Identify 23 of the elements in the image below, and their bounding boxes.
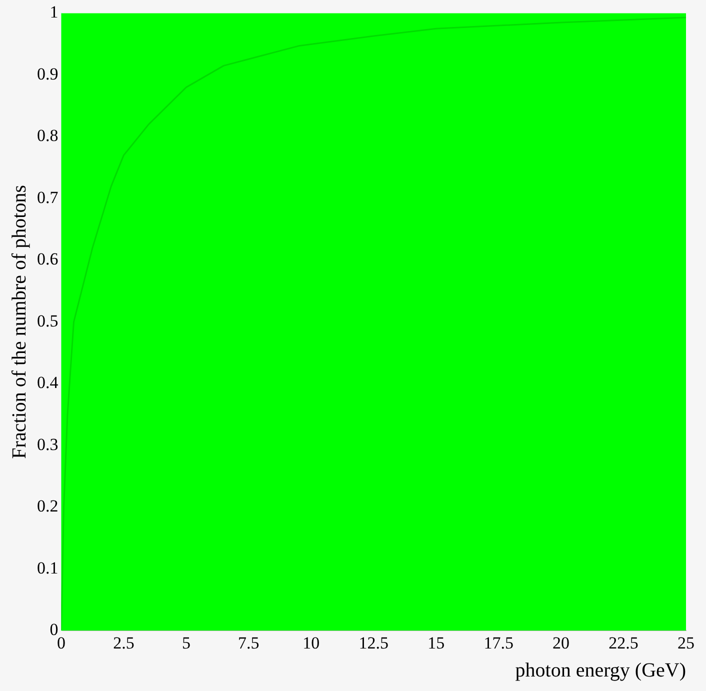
- x-tick-label: 22.5: [608, 633, 638, 652]
- y-tick-label: 0: [50, 620, 58, 640]
- x-tick-label: 20: [552, 633, 570, 652]
- x-tick-label: 5: [182, 633, 190, 652]
- y-tick-label: 0.7: [37, 188, 59, 207]
- x-tick-label: 10: [302, 633, 320, 652]
- y-tick-label: 0.3: [37, 434, 58, 454]
- x-tick-label: 12.5: [358, 633, 388, 652]
- y-tick-label: 1: [50, 2, 58, 22]
- x-tick-label: 15: [428, 633, 445, 652]
- x-axis-title: photon energy (GeV): [515, 659, 686, 682]
- y-tick-label: 0.2: [37, 496, 58, 516]
- x-tick-label: 17.5: [484, 633, 514, 652]
- y-tick-label: 0.5: [37, 311, 58, 330]
- x-tick-label: 25: [678, 633, 694, 652]
- y-tick-label: 0.1: [37, 558, 58, 578]
- y-tick-label: 0.4: [37, 373, 59, 392]
- y-tick-label: 0.8: [37, 126, 58, 146]
- y-axis-title: Fraction of the numbre of photons: [8, 184, 30, 459]
- x-tick-label: 2.5: [113, 633, 134, 652]
- y-tick-label: 0.6: [37, 250, 58, 269]
- y-tick-label: 0.9: [37, 64, 58, 84]
- x-tick-label: 7.5: [238, 633, 260, 652]
